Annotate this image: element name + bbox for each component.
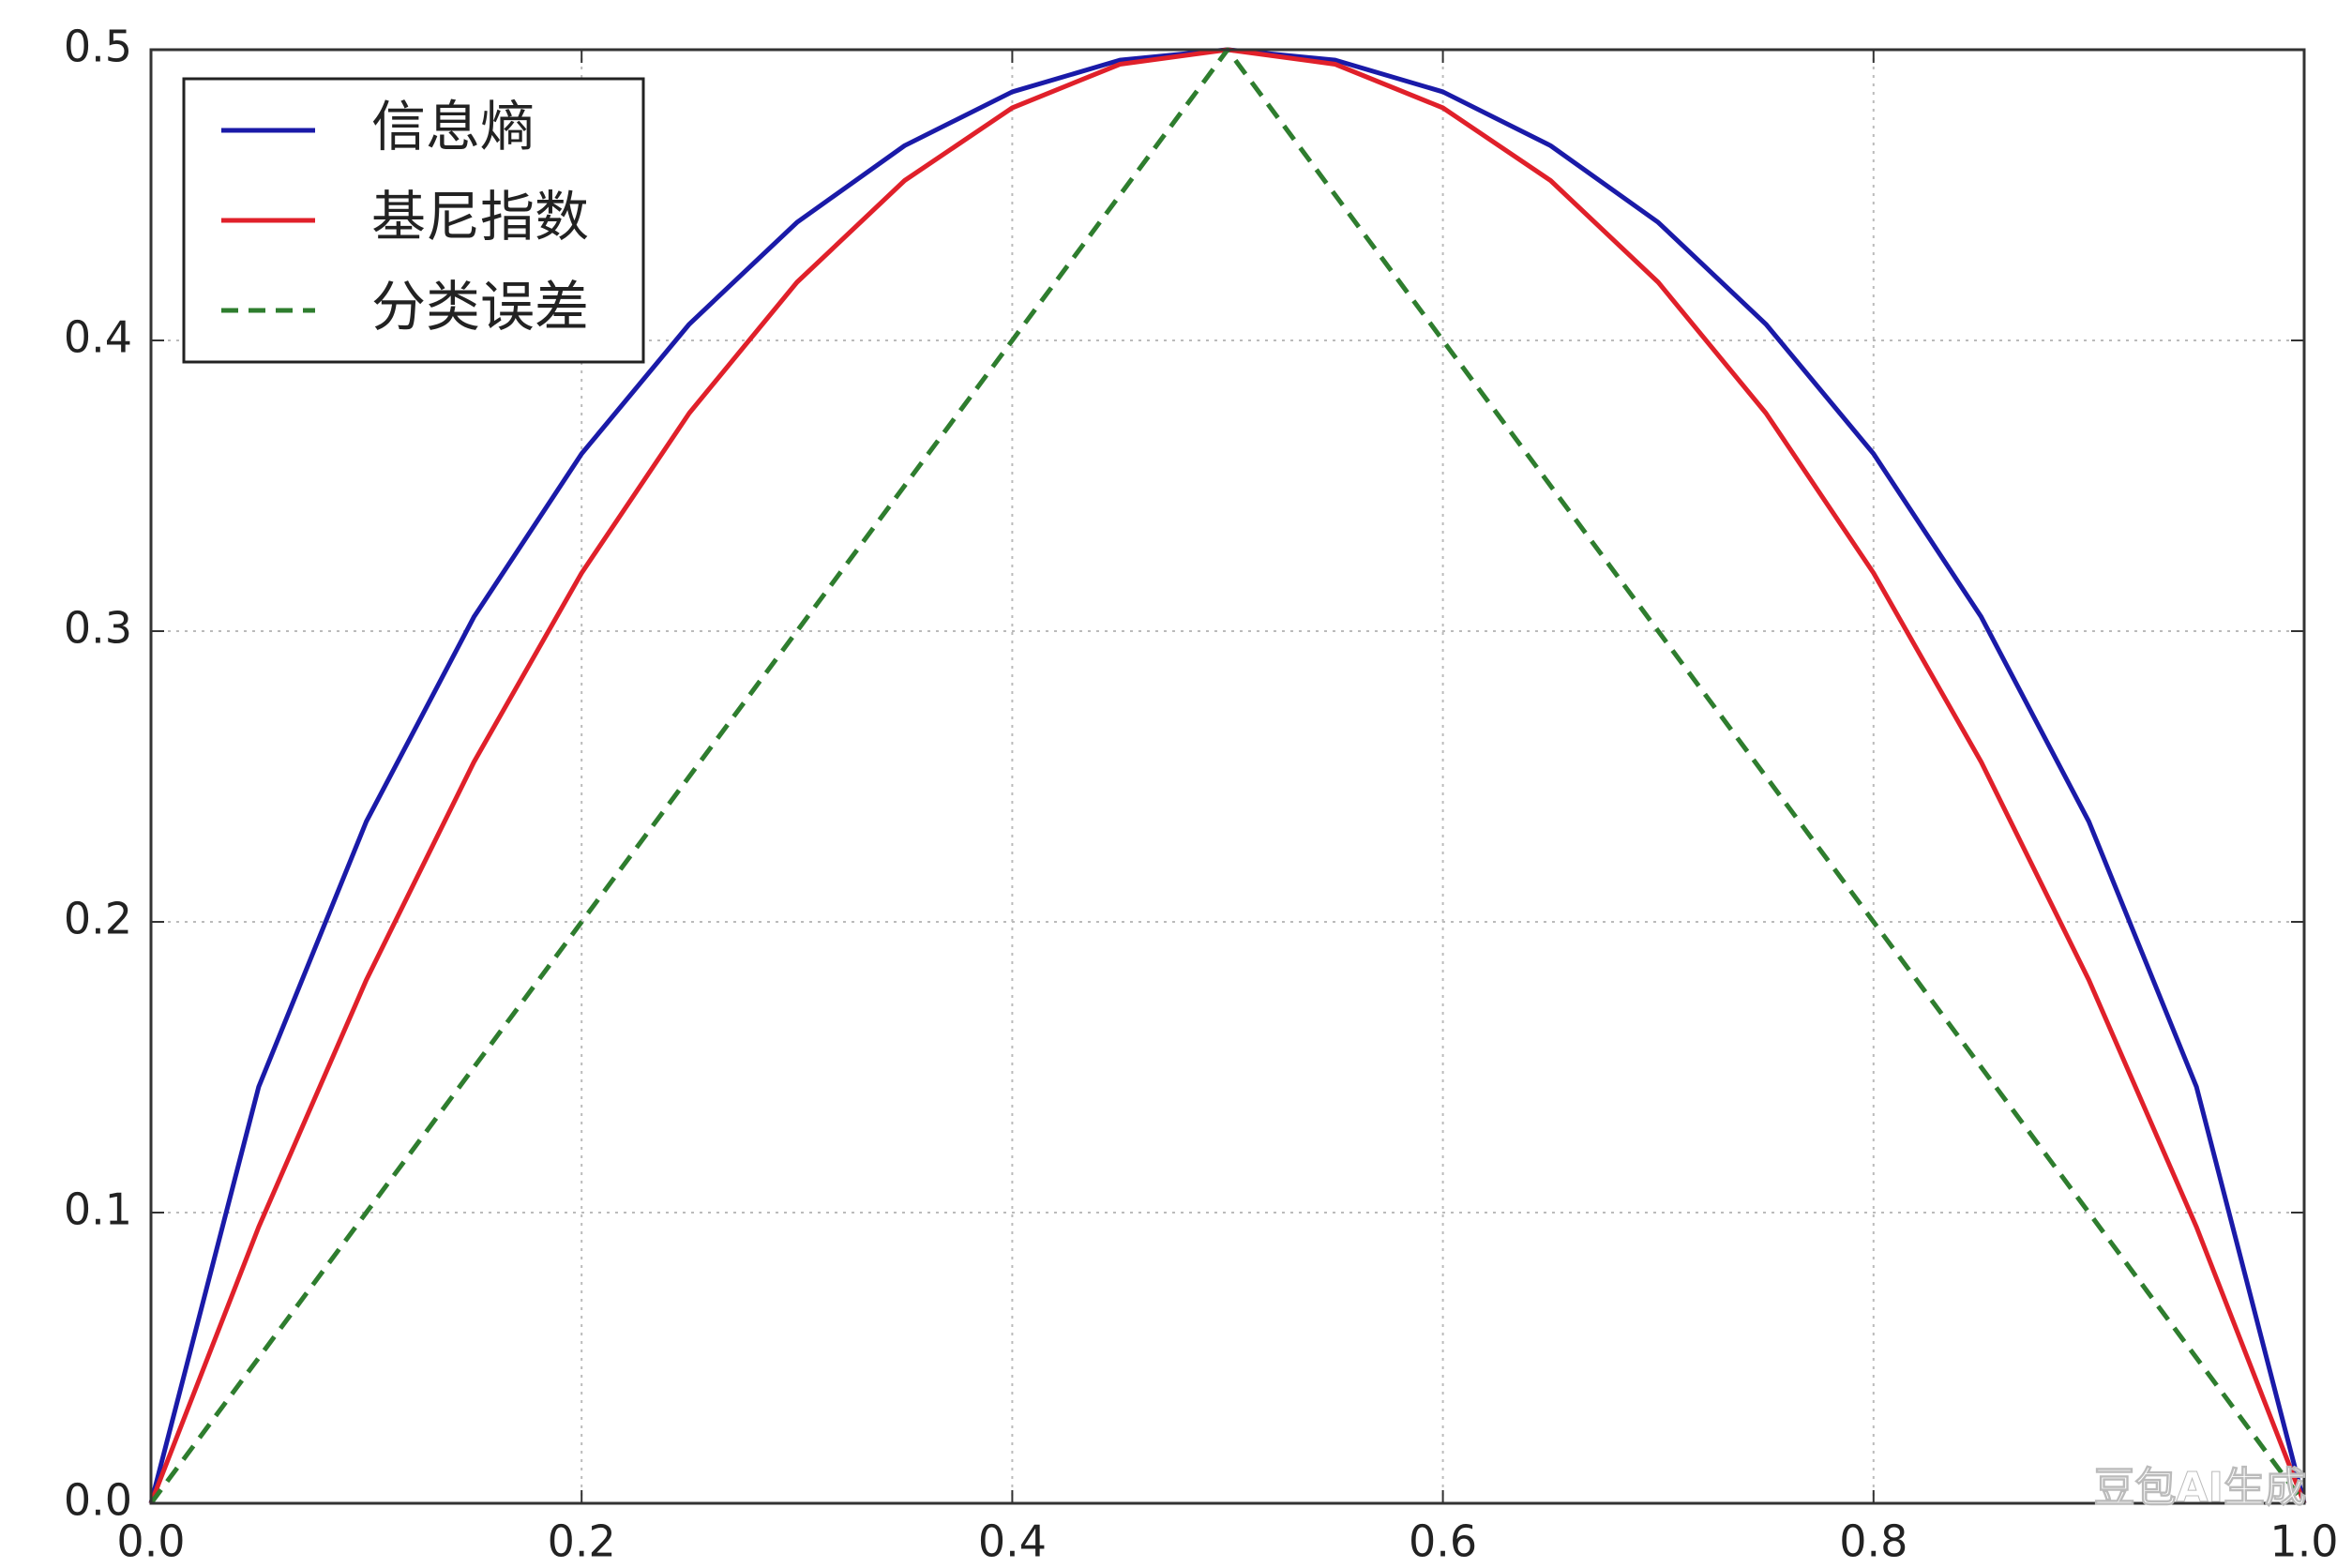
plot-frame	[149, 48, 2306, 1505]
y-tick-label: 0.0	[64, 1475, 132, 1526]
x-tick-label: 0.4	[978, 1516, 1047, 1567]
y-tick-label: 0.4	[64, 312, 132, 363]
y-tick-label: 0.5	[64, 22, 132, 72]
legend-label: 分类误差	[371, 275, 589, 339]
x-tick-label: 0.0	[116, 1516, 185, 1567]
x-tick-label: 0.8	[1839, 1516, 1907, 1567]
y-tick-label: 0.1	[64, 1184, 132, 1235]
x-tick-label: 0.2	[548, 1516, 616, 1567]
y-tick-label: 0.3	[64, 603, 132, 654]
legend-label: 基尼指数	[371, 185, 589, 249]
x-tick-label: 0.6	[1409, 1516, 1477, 1567]
y-tick-label: 0.2	[64, 894, 132, 944]
legend-label: 信息熵	[371, 95, 535, 158]
x-tick-label: 1.0	[2269, 1516, 2338, 1567]
watermark: 豆包AI生成	[2094, 1464, 2306, 1512]
